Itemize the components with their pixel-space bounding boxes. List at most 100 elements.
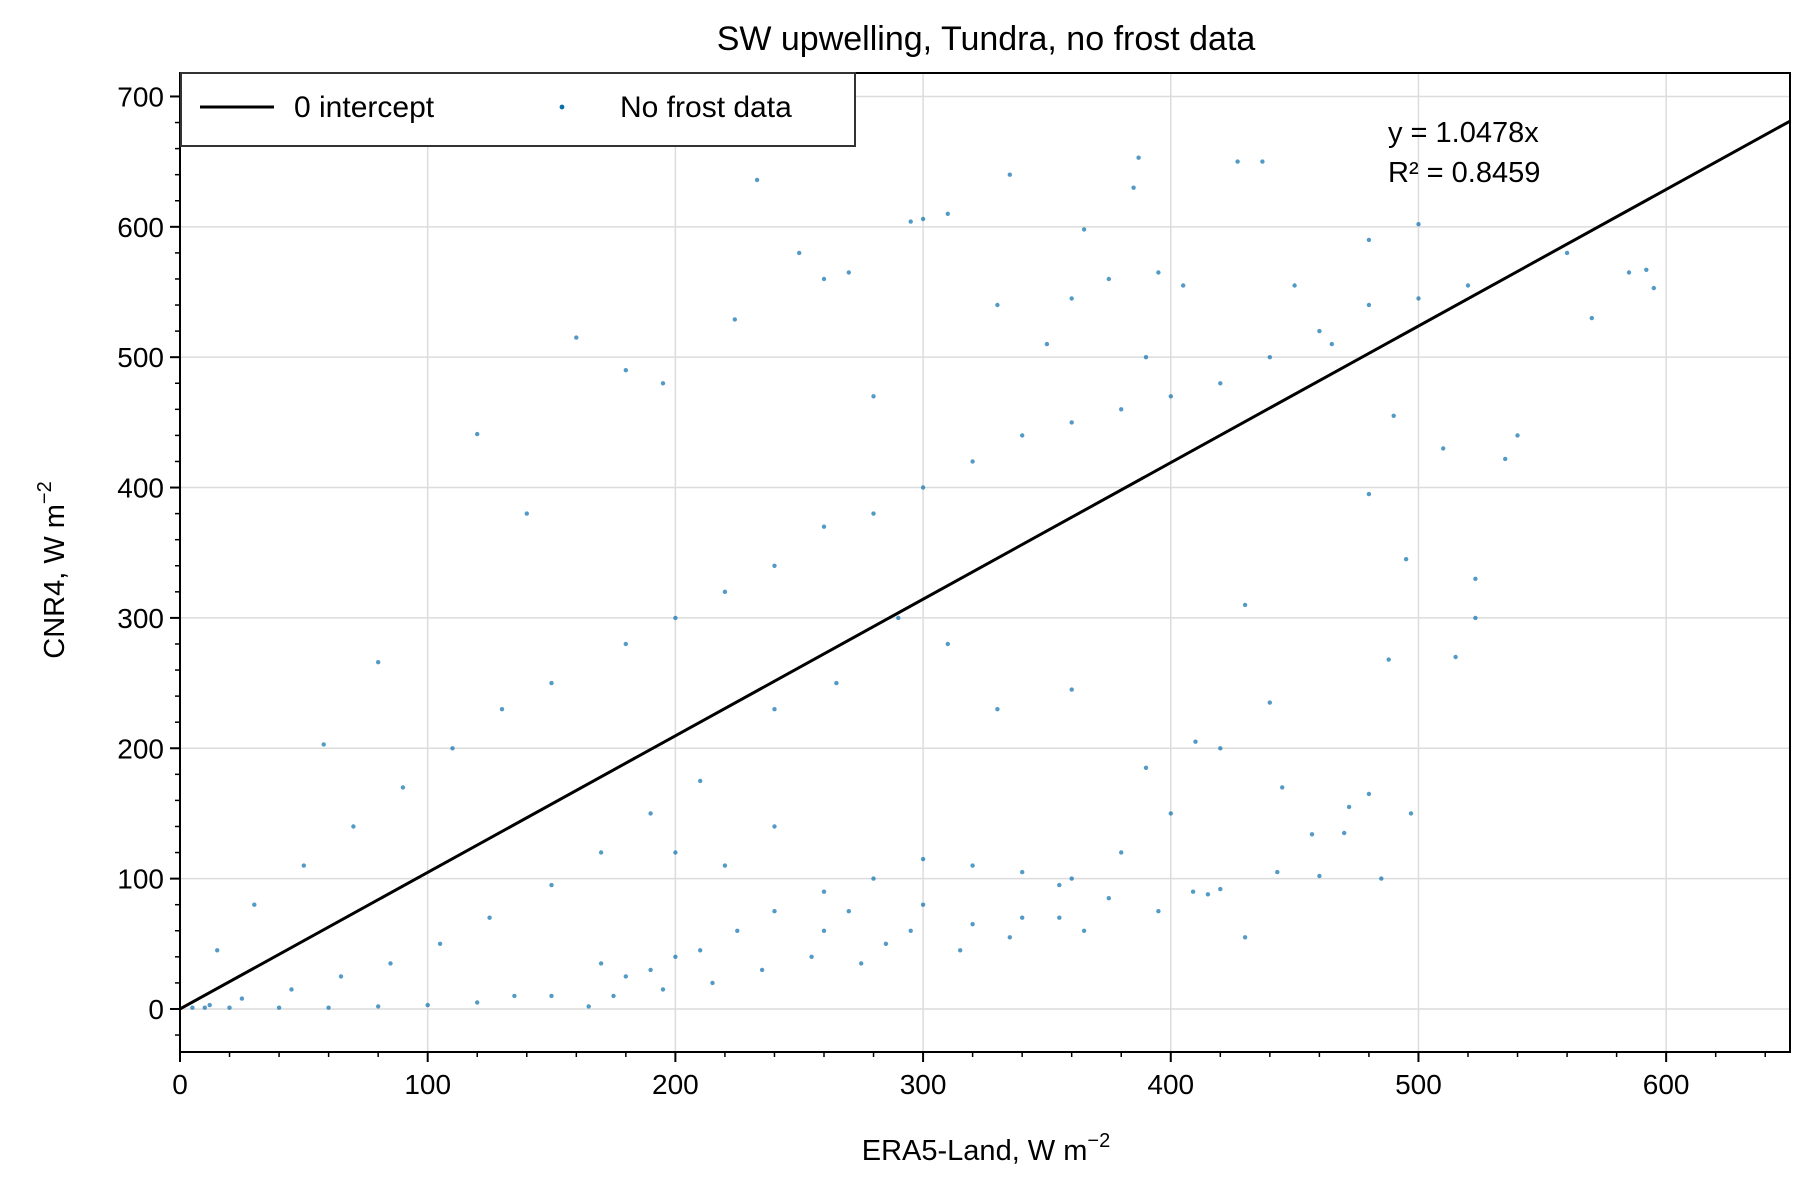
x-axis-label-exponent: −2 [1087,1130,1110,1152]
data-point [846,909,851,914]
data-point [1651,285,1657,291]
data-point [673,850,678,855]
legend-label-fit-line: 0 intercept [294,91,435,124]
data-point [1136,155,1141,160]
data-point [1386,657,1391,662]
data-point [1626,270,1632,275]
data-point [1190,889,1196,894]
legend: 0 intercept No frost data [180,72,856,147]
data-point [301,863,306,868]
data-point [970,459,975,464]
data-point [475,431,480,437]
data-point [660,381,666,386]
data-point [1366,491,1372,497]
x-tick-label: 600 [1643,1069,1690,1100]
data-point [1168,394,1174,399]
data-point [754,177,760,183]
data-point [1346,804,1352,810]
data-point [549,680,554,686]
data-point [207,1002,212,1008]
x-axis-label: ERA5-Land, W m−2 [862,1130,1110,1167]
data-point [252,902,257,907]
data-point [1416,296,1421,301]
data-point [1515,433,1520,438]
data-point [1317,873,1322,879]
data-point [450,746,455,751]
data-point [598,961,604,966]
data-point [735,928,740,933]
fit-line-group [179,119,1791,1011]
data-point [722,863,728,868]
data-point [1205,892,1211,897]
data-point [215,948,220,953]
x-tick-label: 100 [404,1069,451,1100]
data-point [821,928,827,933]
y-axis-label-main: CNR4, W m [39,504,71,659]
data-point [1589,315,1595,321]
data-point [190,1005,195,1010]
data-point [1416,222,1421,227]
data-point [821,524,827,529]
data-point [1503,456,1508,462]
data-point [351,824,356,829]
data-point [1317,328,1322,334]
data-point [611,993,616,999]
data-point [475,1000,480,1005]
data-point [1069,687,1074,692]
y-tick-label: 700 [117,81,164,112]
data-point [1069,296,1074,301]
data-point [1267,355,1273,360]
data-point [698,778,703,784]
data-point [1143,355,1149,360]
y-axis-label: CNR4, W m−2 [34,481,71,658]
data-point [1408,811,1414,816]
data-point [437,941,443,946]
data-point [586,1004,591,1009]
data-point [1193,739,1198,744]
data-point [239,996,245,1001]
data-point [1044,341,1050,347]
y-axis-label-exponent: −2 [34,481,56,504]
plot-frame [179,72,1791,1053]
data-point [821,276,827,282]
x-tick-label: 400 [1147,1069,1194,1100]
data-point [896,615,901,621]
data-point [1366,237,1372,243]
data-point [673,615,678,621]
data-point [1235,159,1240,164]
data-point [289,987,294,992]
data-point [1280,785,1285,790]
data-point [846,270,851,275]
data-point [1181,283,1186,288]
data-point [376,660,381,665]
data-point [759,967,765,973]
y-tick-label: 100 [117,864,164,895]
data-point [1156,909,1161,914]
data-point [574,335,579,340]
data-point [821,889,827,894]
grid-lines [179,73,1790,1052]
data-point [1564,250,1570,256]
data-point [920,902,926,907]
data-point [321,742,326,747]
data-point [1218,886,1223,892]
data-point [1020,869,1025,875]
data-point [1379,876,1384,881]
data-point [1260,159,1265,164]
data-point [871,394,876,399]
data-point [1143,765,1149,770]
data-point [1057,882,1062,888]
data-point [871,511,876,516]
data-point [1309,832,1315,837]
data-point [1081,227,1087,232]
data-point [1069,876,1074,881]
data-point [908,219,913,224]
data-point [834,680,839,686]
data-point [1156,270,1161,275]
data-point [970,922,975,927]
data-point [1081,928,1087,933]
data-point [1168,811,1174,816]
axis-tick-labels: 0 100 200 300 400 500 600 0 100 200 300 400 500 600 70… [117,81,1689,1100]
data-point [648,967,653,973]
